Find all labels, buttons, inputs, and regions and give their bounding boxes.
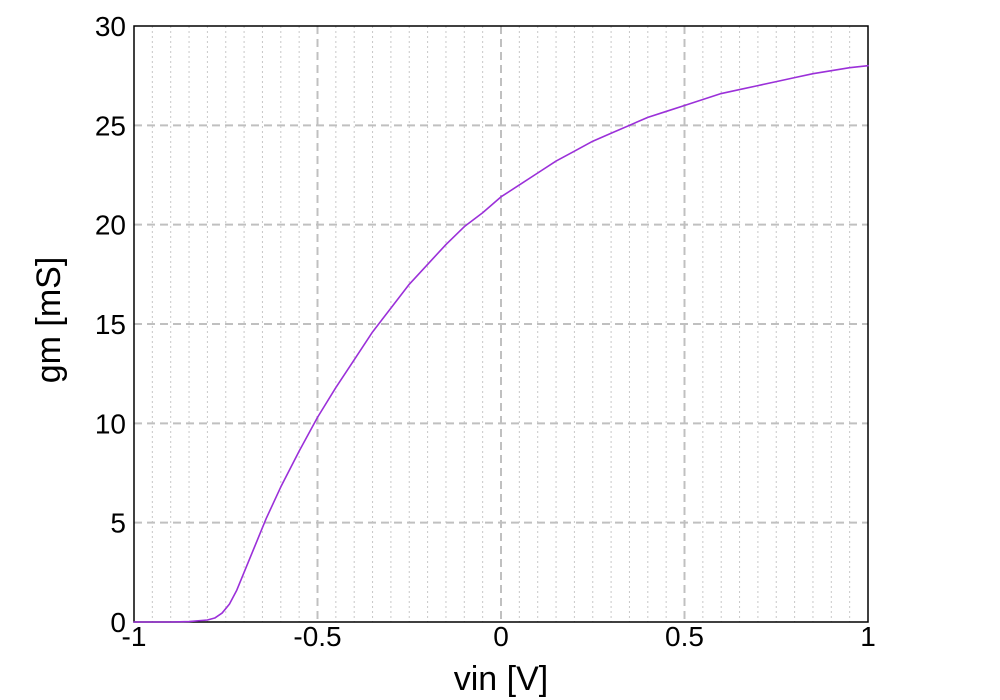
major-gridlines: [134, 26, 868, 622]
y-tick-label: 30: [95, 11, 126, 42]
y-tick-label: 20: [95, 210, 126, 241]
x-tick-label: 1: [860, 621, 876, 652]
y-tick-label: 15: [95, 309, 126, 340]
x-tick-label: -0.5: [293, 621, 341, 652]
x-tick-label: 0.5: [665, 621, 704, 652]
series-layer: [133, 64, 869, 623]
y-tick-label: 25: [95, 110, 126, 141]
plot-area-frame: [133, 25, 869, 623]
y-tick-label: 10: [95, 408, 126, 439]
y-axis-title: gm [mS]: [30, 257, 68, 384]
y-tick-label: 0: [110, 607, 126, 638]
series-line-1: [133, 64, 869, 623]
x-tick-label: -1: [122, 621, 147, 652]
x-tick-labels: -1 -0.5 0 0.5 1: [122, 621, 876, 652]
y-tick-label: 5: [110, 508, 126, 539]
x-tick-label: 0: [493, 621, 509, 652]
x-axis-title: vin [V]: [454, 660, 548, 698]
y-tick-labels: 0 5 10 15 20 25 30: [95, 11, 126, 638]
